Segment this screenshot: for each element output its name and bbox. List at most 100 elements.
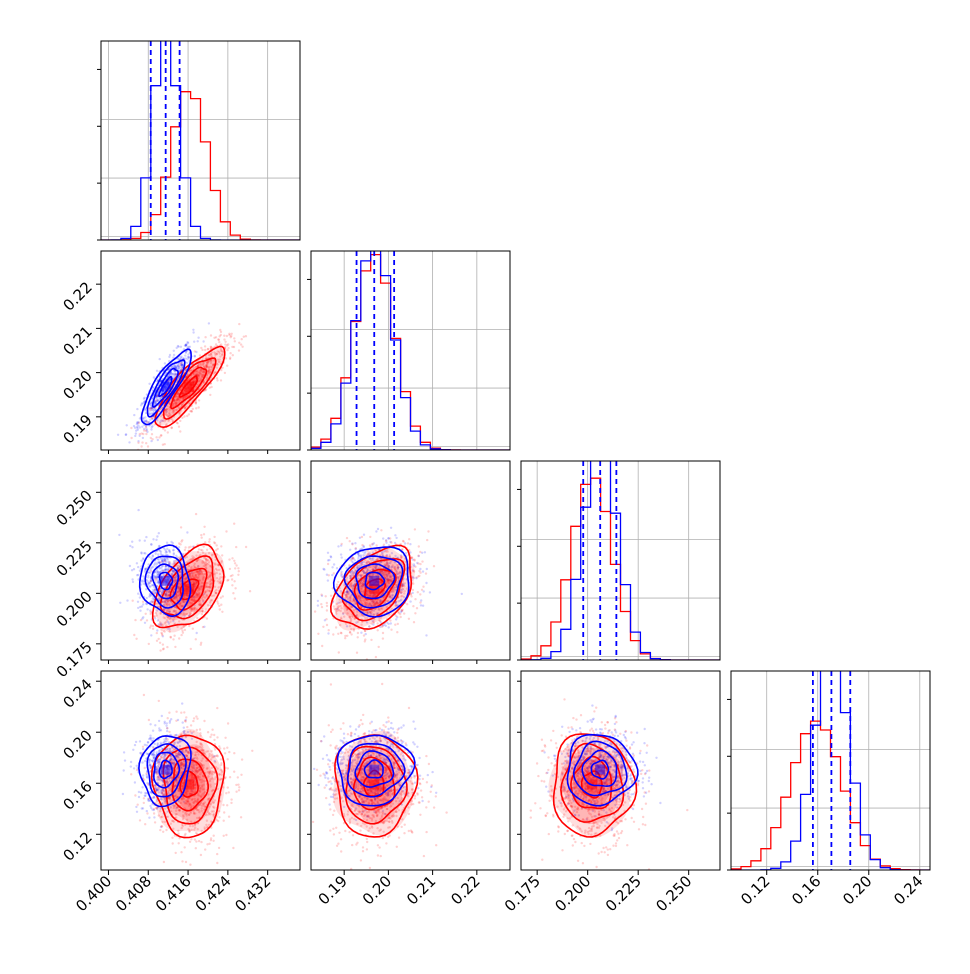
scatter-point <box>209 334 213 337</box>
scatter-point <box>189 558 192 561</box>
scatter-point <box>365 593 368 596</box>
scatter-point <box>322 567 325 571</box>
scatter-point <box>223 334 226 337</box>
scatter-point <box>197 573 201 576</box>
scatter-point <box>387 572 390 575</box>
scatter-point <box>181 392 184 396</box>
scatter-point <box>385 563 388 567</box>
scatter-point <box>201 625 205 629</box>
scatter-point <box>208 601 212 604</box>
scatter-point <box>183 407 187 410</box>
scatter-point <box>141 436 145 440</box>
scatter-point <box>350 585 353 589</box>
scatter-point <box>364 616 367 619</box>
scatter-point <box>389 619 392 622</box>
scatter-point <box>174 593 178 596</box>
scatter-point <box>124 433 128 436</box>
scatter-point <box>160 434 163 437</box>
scatter-point <box>361 613 364 617</box>
scatter-point <box>203 345 207 348</box>
scatter-point <box>167 590 171 593</box>
scatter-point <box>165 602 168 605</box>
scatter-point <box>192 556 196 559</box>
scatter-point <box>174 578 177 582</box>
scatter-point <box>406 542 410 545</box>
scatter-point <box>165 413 168 416</box>
scatter-point <box>148 412 151 415</box>
scatter-point <box>194 365 197 369</box>
scatter-point <box>373 593 377 596</box>
scatter-point <box>165 604 168 607</box>
scatter-point <box>190 607 193 611</box>
scatter-point <box>155 768 158 771</box>
scatter-point <box>156 561 159 564</box>
scatter-point <box>167 419 170 423</box>
scatter-point <box>175 398 178 401</box>
scatter-point <box>418 574 421 578</box>
scatter-point <box>348 615 351 619</box>
scatter-point <box>372 609 376 612</box>
scatter-point <box>197 548 201 551</box>
scatter-point <box>161 419 164 423</box>
scatter-point <box>194 401 197 404</box>
scatter-point <box>164 601 167 604</box>
scatter-point <box>176 591 179 594</box>
scatter-point <box>194 596 197 600</box>
scatter-point <box>360 599 363 603</box>
scatter-point <box>166 620 170 623</box>
scatter-point <box>216 350 219 353</box>
scatter-point <box>352 598 356 601</box>
scatter-point <box>373 565 377 568</box>
scatter-point <box>192 600 196 603</box>
scatter-point <box>357 552 360 555</box>
scatter-point <box>176 422 179 425</box>
scatter-point <box>358 586 362 589</box>
scatter-point <box>204 348 207 352</box>
scatter-point <box>142 397 146 400</box>
scatter-point <box>362 583 365 586</box>
scatter-point <box>339 609 342 613</box>
scatter-point <box>348 563 351 567</box>
scatter-point <box>316 599 320 603</box>
scatter-point <box>201 374 205 377</box>
scatter-point <box>390 541 393 544</box>
scatter-point <box>179 570 182 574</box>
scatter-point <box>188 574 191 577</box>
scatter-point <box>162 616 165 619</box>
scatter-point <box>221 366 224 369</box>
scatter-point <box>177 564 181 567</box>
scatter-point <box>329 594 333 597</box>
scatter-point <box>209 359 212 362</box>
scatter-point <box>391 594 394 597</box>
contour-line <box>329 544 413 630</box>
scatter-point <box>151 408 154 412</box>
scatter-point <box>189 647 192 651</box>
scatter-point <box>340 574 343 577</box>
scatter-point <box>421 604 425 607</box>
scatter-point <box>134 618 137 622</box>
scatter-point <box>176 586 180 589</box>
scatter-point <box>197 374 200 377</box>
scatter-point <box>168 749 171 753</box>
scatter-point <box>349 619 353 623</box>
scatter-point <box>145 419 148 422</box>
scatter-point <box>205 548 209 551</box>
scatter-point <box>385 541 388 544</box>
scatter-point <box>180 766 183 770</box>
scatter-point <box>150 594 153 597</box>
scatter-point <box>227 346 230 350</box>
scatter-point <box>382 570 385 573</box>
scatter-point <box>145 775 149 779</box>
scatter-point <box>182 600 185 604</box>
scatter-point <box>191 761 194 764</box>
scatter-point <box>184 357 187 360</box>
scatter-point <box>156 570 159 573</box>
scatter-point <box>172 638 175 641</box>
scatter-point <box>371 568 374 571</box>
scatter-point <box>157 399 160 402</box>
scatter-point <box>208 589 211 593</box>
scatter-point <box>155 631 158 635</box>
scatter-point <box>158 570 162 574</box>
scatter-point <box>331 573 334 577</box>
scatter-point <box>386 574 389 577</box>
